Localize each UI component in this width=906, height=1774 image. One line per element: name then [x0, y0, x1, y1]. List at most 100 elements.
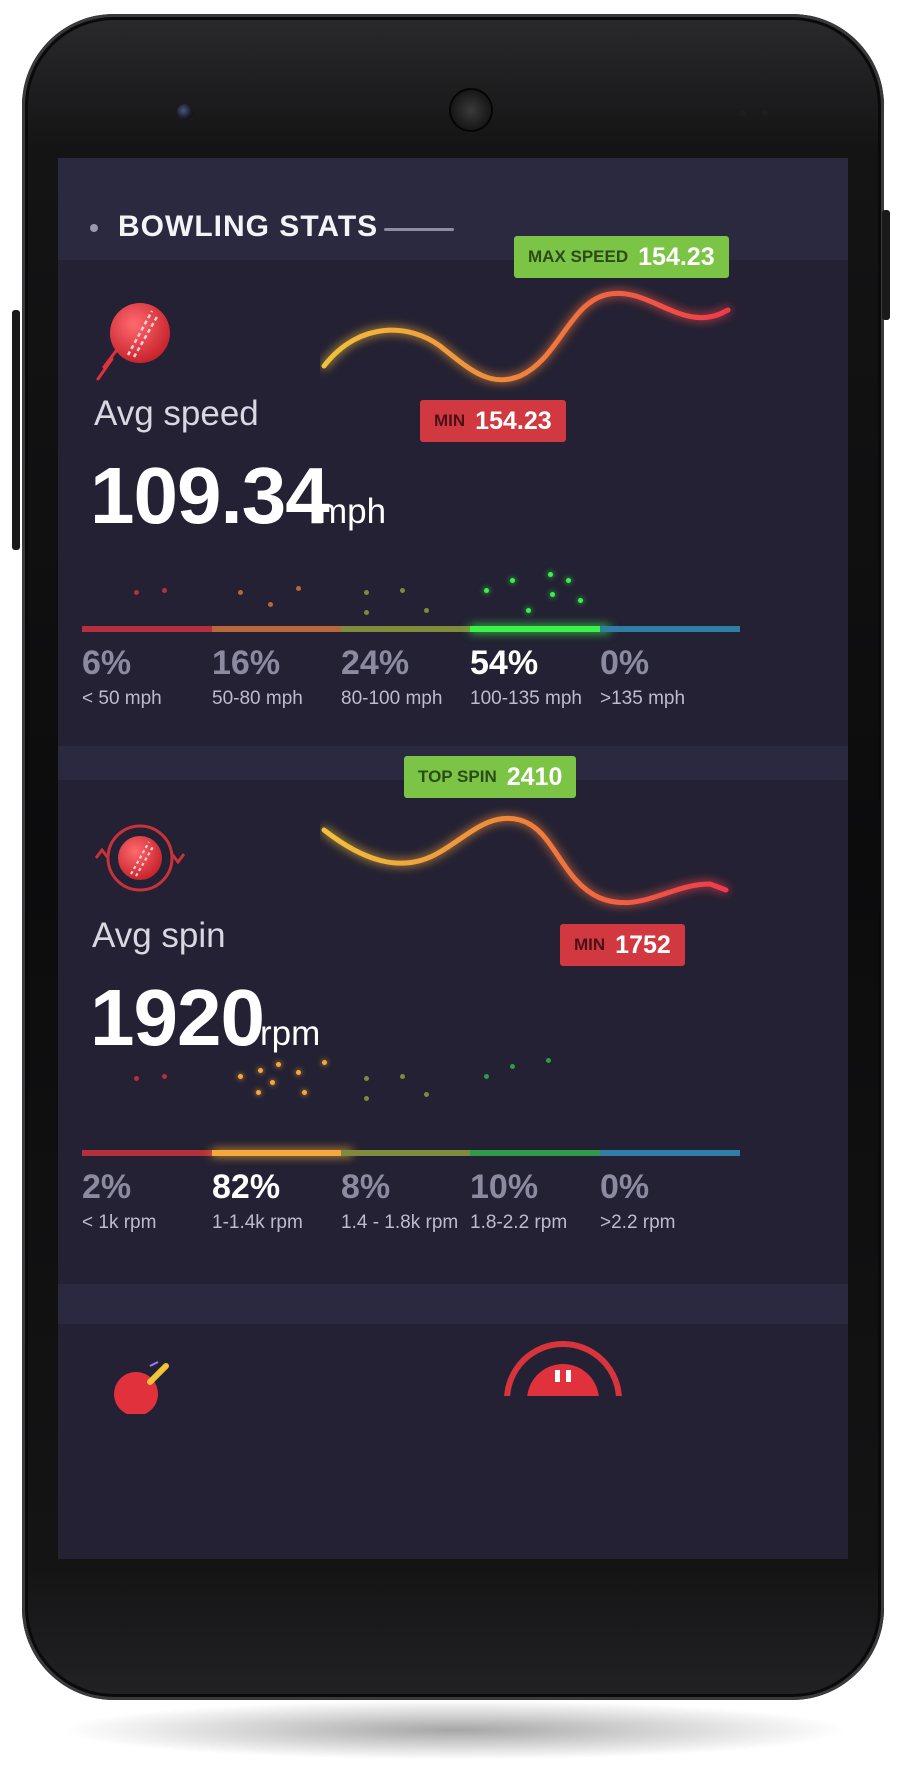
avg-speed-value: 109.34: [90, 451, 330, 540]
speed-sample-dot: [484, 588, 489, 593]
speed-range-label: 80-100 mph: [341, 688, 443, 709]
phone-shadow: [60, 1700, 850, 1760]
spin-range-percent: 0%: [600, 1168, 650, 1206]
speed-range-label: < 50 mph: [82, 688, 162, 709]
spin-range-bar: [600, 1150, 740, 1156]
min-speed-label: MIN: [434, 411, 466, 430]
spin-range-label: 1-1.4k rpm: [212, 1212, 303, 1233]
min-spin-badge: MIN 1752: [560, 924, 685, 966]
speed-sample-dot: [296, 586, 301, 591]
spin-range-label: >2.2 rpm: [600, 1212, 676, 1233]
sensor: [762, 110, 768, 116]
front-camera: [177, 104, 193, 120]
speed-range-percent: 6%: [82, 644, 132, 682]
min-spin-label: MIN: [574, 935, 606, 954]
next-card[interactable]: [58, 1324, 848, 1559]
spin-sample-dot: [258, 1068, 263, 1073]
speed-range-bar: [82, 626, 222, 632]
spin-sample-dot: [276, 1062, 281, 1067]
speed-sample-dot: [364, 590, 369, 595]
sensor: [740, 110, 746, 116]
spin-range-percent: 8%: [341, 1168, 391, 1206]
speed-sample-dot: [400, 588, 405, 593]
spin-sample-dot: [364, 1076, 369, 1081]
volume-button: [882, 210, 890, 320]
page-title: BOWLING STATS: [118, 210, 379, 243]
speed-sample-dot: [550, 592, 555, 597]
spin-sample-dot: [296, 1070, 301, 1075]
speed-sample-dot: [548, 572, 553, 577]
speed-range-percent: 16%: [212, 644, 281, 682]
spin-sample-dot: [134, 1076, 139, 1081]
speed-card[interactable]: MAX SPEED 154.23 MIN 154.23 Avg speed 10…: [58, 236, 848, 746]
speed-sample-dot: [268, 602, 273, 607]
speed-range-bar: [341, 626, 481, 632]
speed-range-label: 50-80 mph: [212, 688, 303, 709]
speed-range-percent: 0%: [600, 644, 650, 682]
spin-sample-dot: [322, 1060, 327, 1065]
min-spin-value: 1752: [615, 930, 671, 959]
avg-speed-label: Avg speed: [94, 394, 259, 433]
speed-sample-dot: [134, 590, 139, 595]
app-screen: BOWLING STATS: [58, 158, 848, 1559]
spin-card[interactable]: TOP SPIN 2410 MIN 1752 Avg spin 1920 rpm…: [58, 756, 848, 1284]
top-spin-badge: TOP SPIN 2410: [404, 756, 577, 798]
speed-sample-dot: [162, 588, 167, 593]
top-spin-label: TOP SPIN: [418, 767, 497, 786]
speed-range-bar: [212, 626, 352, 632]
speed-range-bar: [470, 626, 610, 632]
speed-sample-dot: [578, 598, 583, 603]
spin-sample-dot: [510, 1064, 515, 1069]
spin-sample-dot: [302, 1090, 307, 1095]
spin-sample-dot: [424, 1092, 429, 1097]
spin-sample-dot: [400, 1074, 405, 1079]
min-speed-badge: MIN 154.23: [420, 400, 566, 442]
speed-range-bar: [600, 626, 740, 632]
section-gap: [58, 1284, 848, 1324]
cricket-ball-speed-icon: [96, 303, 170, 381]
avg-spin-label: Avg spin: [92, 916, 226, 955]
spin-sample-dot: [162, 1074, 167, 1079]
speed-range-label: 100-135 mph: [470, 688, 582, 709]
spin-sample-dot: [546, 1058, 551, 1063]
spin-range-label: < 1k rpm: [82, 1212, 157, 1233]
spin-range-percent: 2%: [82, 1168, 132, 1206]
spin-sample-dot: [484, 1074, 489, 1079]
spin-sample-dot: [238, 1074, 243, 1079]
spin-range-bar: [82, 1150, 222, 1156]
header-divider: [384, 228, 454, 231]
spin-range-label: 1.8-2.2 rpm: [470, 1212, 568, 1233]
spin-trend-line: [321, 815, 729, 906]
top-spin-value: 2410: [506, 762, 563, 791]
max-speed-value: 154.23: [638, 242, 715, 271]
avg-spin-unit: rpm: [260, 1014, 321, 1053]
spin-sample-dot: [364, 1096, 369, 1101]
speed-sample-dot: [526, 608, 531, 613]
speed-trend-line: [321, 290, 731, 383]
spin-range-bar: [341, 1150, 481, 1156]
max-speed-label: MAX SPEED: [528, 247, 629, 266]
spin-range-percent: 82%: [212, 1168, 281, 1206]
spin-range-label: 1.4 - 1.8k rpm: [341, 1212, 459, 1233]
bowling-target-icon: [504, 1341, 622, 1396]
speed-range-percent: 54%: [470, 644, 539, 682]
spin-sample-dot: [270, 1080, 275, 1085]
speed-sample-dot: [238, 590, 243, 595]
max-speed-badge: MAX SPEED 154.23: [514, 236, 729, 278]
speed-range-percent: 24%: [341, 644, 410, 682]
speed-sample-dot: [566, 578, 571, 583]
header-bullet: [90, 224, 98, 232]
spin-sample-dot: [256, 1090, 261, 1095]
avg-spin-value: 1920: [90, 973, 265, 1062]
min-speed-value: 154.23: [475, 406, 552, 435]
spin-range-bar: [470, 1150, 610, 1156]
speed-sample-dot: [424, 608, 429, 613]
earpiece-speaker: [451, 90, 491, 130]
cricket-ball-spin-icon: [94, 824, 186, 892]
speed-range-label: >135 mph: [600, 688, 686, 709]
spin-range-bar: [212, 1150, 352, 1156]
spin-range-percent: 10%: [470, 1168, 539, 1206]
cricket-bat-ball-icon: [114, 1361, 169, 1414]
speed-sample-dot: [364, 610, 369, 615]
speed-sample-dot: [510, 578, 515, 583]
